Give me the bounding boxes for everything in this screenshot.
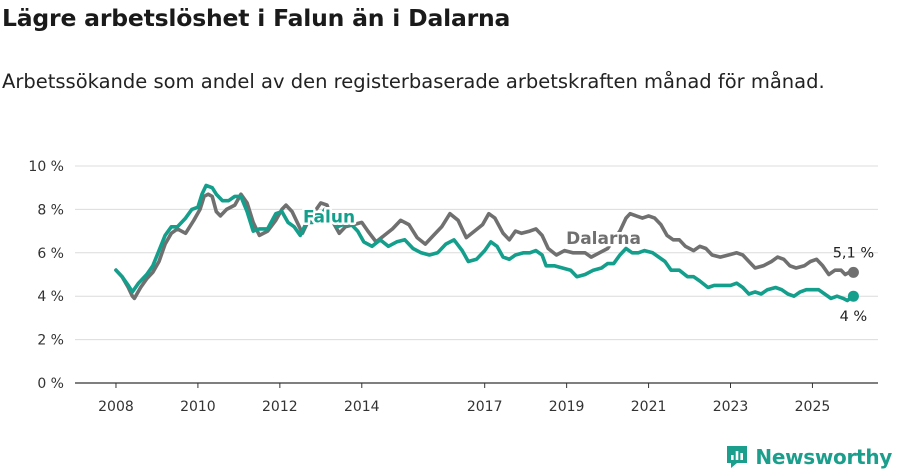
- x-tick-label: 2010: [180, 399, 216, 415]
- y-tick-label: 6 %: [37, 246, 64, 262]
- x-tick-label: 2012: [262, 399, 298, 415]
- x-tick-label: 2021: [631, 399, 667, 415]
- y-tick-label: 10 %: [28, 159, 64, 175]
- chart-title: Lägre arbetslöshet i Falun än i Dalarna: [2, 4, 511, 32]
- x-tick-label: 2025: [795, 399, 831, 415]
- y-tick-label: 4 %: [37, 289, 64, 305]
- series-label-dalarna: Dalarna: [566, 229, 641, 249]
- end-point-falun: [847, 290, 859, 302]
- series-labels: 5,1 % 4 % Falun Dalarna: [300, 205, 874, 325]
- chart-subtitle: Arbetssökande som andel av den registerb…: [2, 70, 825, 93]
- y-tick-label: 2 %: [37, 333, 64, 349]
- x-tick-label: 2023: [713, 399, 749, 415]
- end-point-dalarna: [847, 266, 859, 278]
- y-axis-ticks: 0 % 2 % 4 % 6 % 8 % 10 %: [28, 159, 64, 392]
- x-axis: 2008 2010 2012 2014 2017 2019 2021 2023 2025: [75, 382, 878, 415]
- series-line-dalarna: [114, 192, 856, 301]
- brand-logo: Newsworthy: [725, 444, 892, 470]
- y-tick-label: 0 %: [37, 376, 64, 392]
- series-label-falun: Falun: [303, 207, 355, 227]
- x-tick-label: 2019: [549, 399, 585, 415]
- series-lines: [114, 183, 856, 303]
- y-tick-label: 8 %: [37, 202, 64, 218]
- end-label-dalarna: 5,1 %: [833, 245, 874, 261]
- x-tick-label: 2014: [344, 399, 380, 415]
- newsworthy-logo-icon: [727, 446, 748, 468]
- end-label-falun: 4 %: [840, 309, 868, 325]
- brand-name: Newsworthy: [755, 445, 892, 469]
- x-tick-label: 2017: [467, 399, 503, 415]
- series-line-falun: [114, 183, 856, 303]
- grid-lines: [75, 165, 878, 341]
- x-tick-label: 2008: [98, 399, 134, 415]
